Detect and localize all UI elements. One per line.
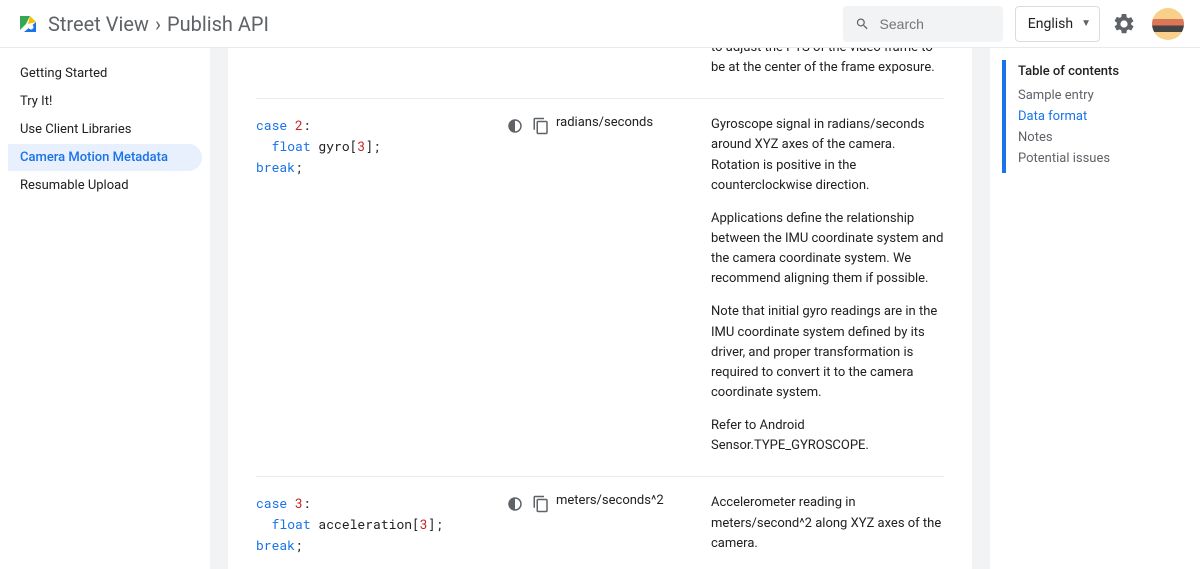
sidebar-item[interactable]: Getting Started: [8, 60, 202, 87]
caret-down-icon: ▼: [1081, 18, 1091, 29]
search-input[interactable]: [880, 16, 991, 32]
unit-cell: meters/seconds^2: [556, 493, 711, 569]
code-cell: case 3: float acceleration[3]; break;: [256, 493, 506, 569]
theme-icon[interactable]: [506, 117, 524, 135]
code-cell: case 2: float gyro[3]; break;: [256, 115, 506, 456]
breadcrumb-product[interactable]: Street View: [48, 12, 149, 36]
left-nav: Getting StartedTry It!Use Client Librari…: [0, 48, 210, 569]
copy-icon[interactable]: [532, 117, 550, 135]
product-logo: [16, 12, 40, 36]
description-paragraph: Accelerometer reading in meters/second^2…: [711, 493, 944, 553]
description-paragraph: Note that initial gyro readings are in t…: [711, 302, 944, 403]
toc-item[interactable]: Potential issues: [1018, 148, 1188, 169]
language-label: English: [1028, 16, 1073, 32]
language-select[interactable]: English ▼: [1015, 6, 1100, 42]
search-icon: [855, 15, 870, 33]
toc-item[interactable]: Data format: [1018, 106, 1188, 127]
code-actions: [506, 115, 556, 456]
unit-cell: radians/seconds: [556, 115, 711, 456]
table-row: case 3: float acceleration[3]; break; met…: [256, 476, 944, 569]
theme-icon[interactable]: [506, 495, 524, 513]
code-cell: [256, 48, 506, 78]
description-cell: Accelerometer reading in meters/second^2…: [711, 493, 944, 569]
description-paragraph: Refer to Android Sensor.TYPE_GYROSCOPE.: [711, 416, 944, 456]
table-row: to adjust the PTS of the video frame to …: [256, 48, 944, 98]
description-cell: to adjust the PTS of the video frame to …: [711, 48, 944, 78]
description-paragraph: Applications define the relationship bet…: [711, 209, 944, 290]
main-content: to adjust the PTS of the video frame to …: [228, 48, 972, 569]
breadcrumb-section[interactable]: Publish API: [167, 12, 269, 36]
chevron-right-icon: ›: [155, 12, 161, 36]
copy-icon[interactable]: [532, 495, 550, 513]
settings-icon[interactable]: [1112, 12, 1136, 36]
code-actions: [506, 493, 556, 569]
sidebar-item[interactable]: Use Client Libraries: [8, 116, 202, 143]
sidebar-item[interactable]: Try It!: [8, 88, 202, 115]
sidebar-item[interactable]: Camera Motion Metadata: [8, 144, 202, 171]
description-paragraph: Gyroscope signal in radians/seconds arou…: [711, 115, 944, 196]
description-cell: Gyroscope signal in radians/seconds arou…: [711, 115, 944, 456]
description-paragraph: to adjust the PTS of the video frame to …: [711, 48, 944, 78]
code-actions: [506, 48, 556, 78]
toc-item[interactable]: Sample entry: [1018, 85, 1188, 106]
search-box[interactable]: [843, 6, 1003, 42]
sidebar-item[interactable]: Resumable Upload: [8, 172, 202, 199]
avatar[interactable]: [1152, 8, 1184, 40]
unit-cell: [556, 48, 711, 78]
breadcrumb: Street View › Publish API: [48, 12, 843, 36]
header: Street View › Publish API English ▼: [0, 0, 1200, 48]
toc-title: Table of contents: [1018, 64, 1188, 79]
table-row: case 2: float gyro[3]; break; radians/sec…: [256, 98, 944, 476]
toc-item[interactable]: Notes: [1018, 127, 1188, 148]
table-of-contents: Table of contents Sample entryData forma…: [990, 48, 1200, 569]
